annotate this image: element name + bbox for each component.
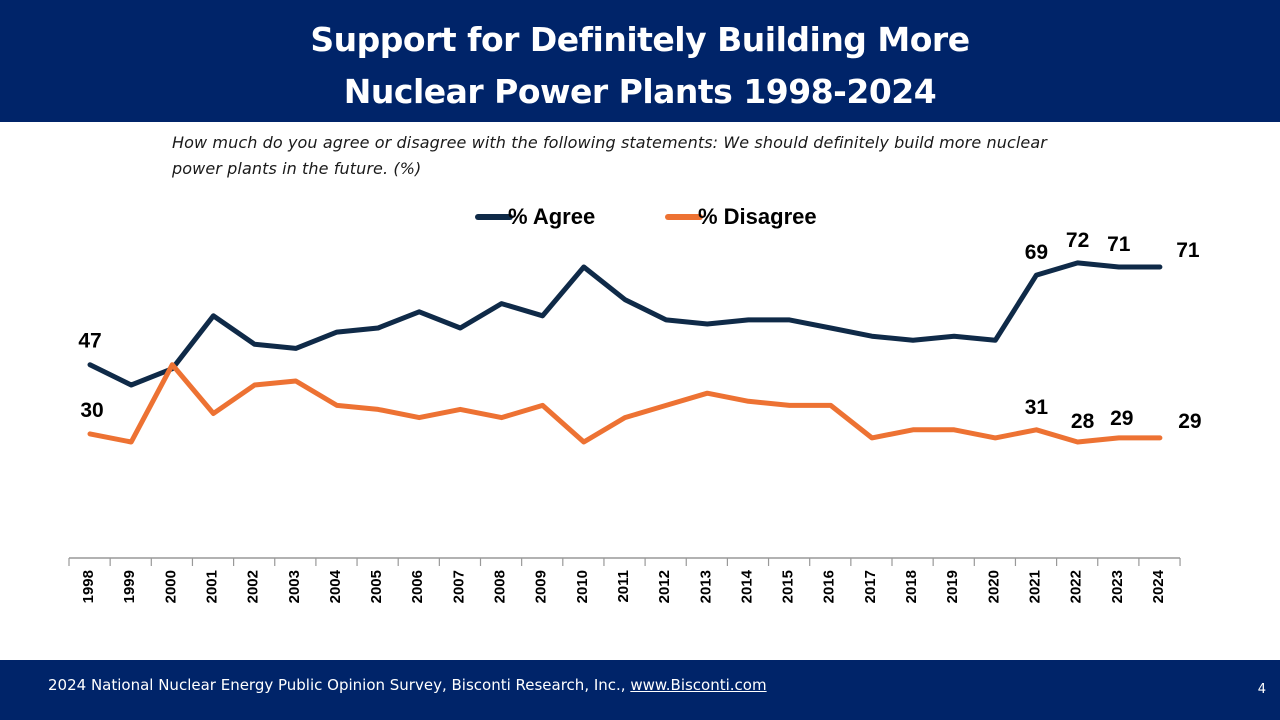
header-banner: Support for Definitely Building More Nuc… <box>0 0 1280 122</box>
data-label: 69 <box>1025 241 1048 264</box>
title-line-1: Support for Definitely Building More <box>310 20 970 59</box>
x-tick-label: 2022 <box>1068 570 1085 603</box>
data-label: 29 <box>1178 410 1201 433</box>
x-tick-label: 2008 <box>492 570 509 603</box>
series-line-disagree <box>87 362 1163 445</box>
data-label: 31 <box>1025 396 1049 419</box>
x-tick-label: 2017 <box>862 570 879 603</box>
data-label: 28 <box>1071 410 1095 433</box>
data-label: 72 <box>1066 229 1089 252</box>
x-tick-label: 2019 <box>944 570 961 603</box>
x-tick-label: 2009 <box>533 570 550 603</box>
source-link[interactable]: www.Bisconti.com <box>630 676 767 694</box>
page-title: Support for Definitely Building More Nuc… <box>0 14 1280 118</box>
x-tick-label: 2004 <box>327 569 344 603</box>
series-line-agree <box>87 260 1163 388</box>
x-tick-label: 1998 <box>80 570 97 603</box>
x-tick-label: 2018 <box>903 570 920 603</box>
data-label: 30 <box>80 399 103 422</box>
x-tick-label: 2023 <box>1109 570 1126 603</box>
x-tick-label: 2012 <box>656 570 673 603</box>
legend-label: % Disagree <box>698 204 817 229</box>
x-tick-label: 2016 <box>821 570 838 603</box>
x-tick-label: 2014 <box>738 569 755 603</box>
footer-bar: 2024 National Nuclear Energy Public Opin… <box>0 660 1280 720</box>
x-tick-label: 2011 <box>615 570 632 603</box>
x-tick-label: 2015 <box>780 570 797 603</box>
data-label: 29 <box>1110 407 1133 430</box>
source-text: 2024 National Nuclear Energy Public Opin… <box>48 676 631 694</box>
x-tick-label: 1999 <box>121 570 138 603</box>
page-number: 4 <box>1257 682 1266 697</box>
data-label: 71 <box>1107 233 1131 256</box>
source-citation: 2024 National Nuclear Energy Public Opin… <box>48 676 767 694</box>
x-tick-label: 2020 <box>985 570 1002 603</box>
x-tick-label: 2005 <box>368 570 385 603</box>
title-line-2: Nuclear Power Plants 1998-2024 <box>343 72 937 111</box>
x-tick-label: 2006 <box>409 570 426 603</box>
x-tick-label: 2003 <box>286 570 303 603</box>
x-tick-label: 2002 <box>245 570 262 603</box>
x-tick-label: 2001 <box>203 570 220 603</box>
legend-label: % Agree <box>508 204 595 229</box>
data-label: 71 <box>1176 239 1200 262</box>
x-tick-label: 2013 <box>697 570 714 603</box>
x-tick-label: 2021 <box>1026 570 1043 603</box>
x-tick-label: 2010 <box>574 570 591 603</box>
survey-question: How much do you agree or disagree with t… <box>172 133 1047 178</box>
data-label: 47 <box>78 330 101 353</box>
x-tick-label: 2007 <box>450 570 467 603</box>
x-tick-label: 2024 <box>1150 569 1167 603</box>
line-chart: 1998 1999 2000 2001 2002 2003 2004 2005 2006 2007… <box>68 204 1202 603</box>
x-tick-label: 2000 <box>162 570 179 603</box>
